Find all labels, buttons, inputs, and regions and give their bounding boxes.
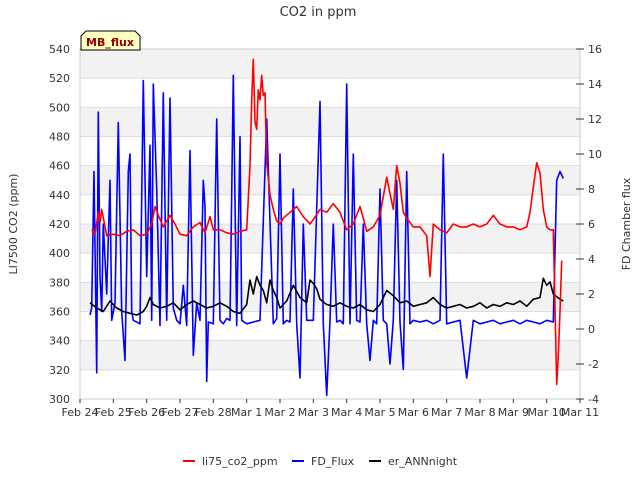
y-left-tick-label: 340 [49,335,70,348]
y-left-tick-label: 360 [49,306,70,319]
x-tick-label: Mar 6 [398,406,429,419]
x-tick-label: Mar 7 [431,406,462,419]
series-line-li75-co2-ppm [91,58,563,386]
series-line-er-ANNnight [89,275,564,316]
y-left-tick-label: 520 [49,72,70,85]
y-right-tick-label: 8 [588,183,595,196]
y-right-tick-label: -4 [588,393,599,406]
legend: li75_co2_ppm FD_Flux er_ANNnight [183,455,458,468]
y-left-tick-label: 400 [49,247,70,260]
y-right-tick-label: 4 [588,253,595,266]
legend-label: li75_co2_ppm [202,455,278,468]
x-tick-label: Mar 10 [528,406,566,419]
y-right-tick-label: 2 [588,288,595,301]
chart-title: CO2 in ppm [280,5,357,20]
y-axis-right-label: FD Chamber flux [620,177,633,270]
x-tick-label: Mar 2 [264,406,295,419]
y-left-tick-label: 420 [49,218,70,231]
mb-flux-badge: MB_flux [80,30,141,51]
y-left-tick-label: 300 [49,393,70,406]
y-right-tick-label: 12 [588,113,602,126]
y-right-tick-label: -2 [588,358,599,371]
y-left-tick-label: 320 [49,364,70,377]
x-tick-label: Mar 11 [561,406,599,419]
x-tick-label: Mar 3 [298,406,329,419]
y-left-tick-label: 500 [49,101,70,114]
y-right-tick-label: 0 [588,323,595,336]
grid-band [80,340,580,370]
y-left-tick-label: 440 [49,189,70,202]
x-tick-label: Feb 27 [162,406,199,419]
y-axis-left-label: LI7500 CO2 (ppm) [7,174,20,275]
legend-label: er_ANNnight [388,455,458,468]
y-right-tick-label: 16 [588,43,602,56]
x-tick-label: Feb 24 [62,406,99,419]
y-right-tick-label: 10 [588,148,602,161]
badge-label: MB_flux [86,36,134,49]
legend-label: FD_Flux [311,455,355,468]
y-left-tick-label: 380 [49,276,70,289]
y-axis-left: 300 320 340 360 380 400 420 440 460 480 500 520 540 [49,43,70,406]
y-axis-right: -4 -2 0 2 4 6 8 10 12 14 16 [576,43,602,406]
badge-box [80,30,141,51]
grid-band [80,224,580,254]
x-tick-label: Mar 8 [464,406,495,419]
x-tick-label: Feb 28 [195,406,232,419]
y-left-tick-label: 540 [49,43,70,56]
y-right-tick-label: 14 [588,78,602,91]
x-tick-label: Mar 4 [331,406,362,419]
grid-band [80,165,580,195]
x-tick-label: Feb 25 [95,406,132,419]
y-left-tick-label: 460 [49,160,70,173]
x-tick-label: Mar 5 [364,406,395,419]
x-tick-label: Mar 9 [498,406,529,419]
series-line-FD-Flux [89,74,565,397]
y-right-tick-label: 6 [588,218,595,231]
x-tick-label: Feb 26 [128,406,165,419]
grid-band [80,49,580,79]
plot-series [89,58,565,397]
y-left-tick-label: 480 [49,131,70,144]
x-tick-label: Mar 1 [231,406,262,419]
